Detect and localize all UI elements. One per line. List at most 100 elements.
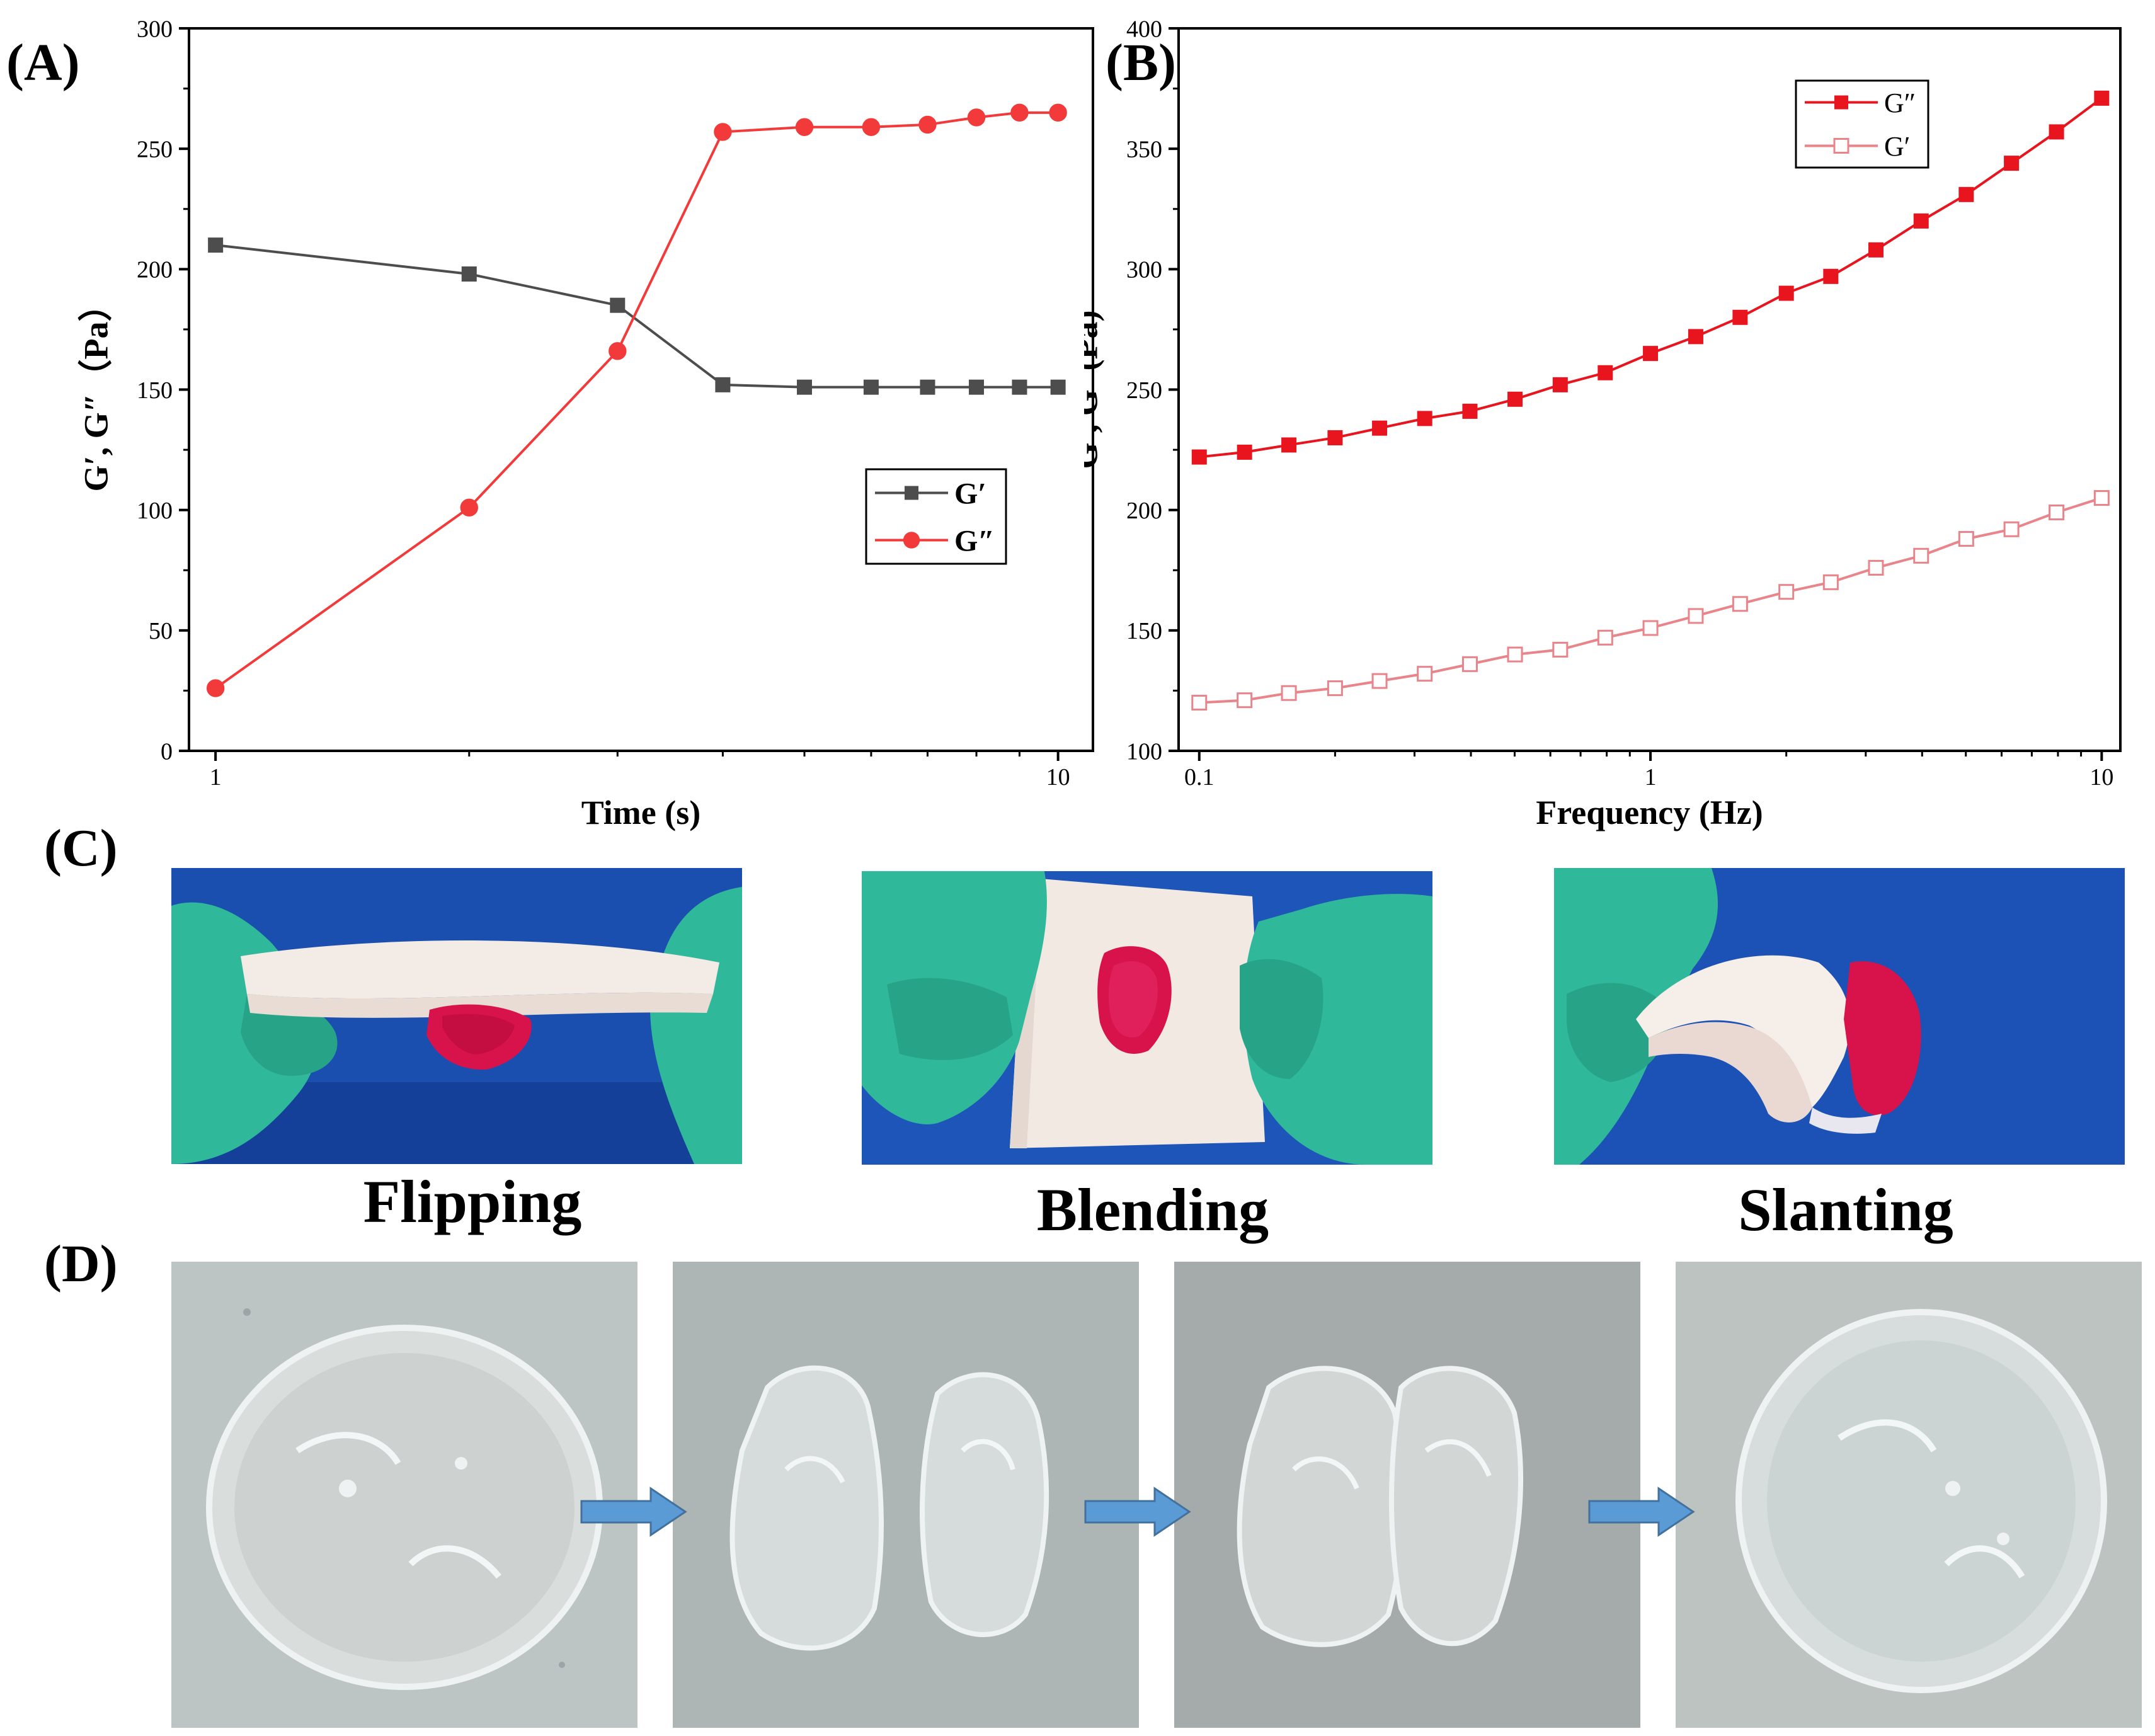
data-point — [918, 115, 937, 134]
data-point — [1281, 437, 1297, 453]
photo-flipping — [171, 868, 742, 1164]
data-point — [1191, 449, 1207, 465]
legend-marker — [905, 486, 918, 500]
data-point — [1552, 641, 1569, 658]
x-tick-label: 10 — [1046, 764, 1070, 791]
legend-marker — [1834, 95, 1848, 110]
chart-a: 0 50 100 150 200 250 300 1 10 Time (s) G′, G″（Pa） G… — [77, 16, 1094, 831]
legend-marker — [903, 532, 920, 549]
data-point — [714, 123, 732, 141]
data-point — [1643, 346, 1659, 362]
y-tick-label: 250 — [137, 136, 173, 163]
y-tick-label: 100 — [137, 498, 173, 524]
legend-box — [1795, 79, 1929, 169]
legend-marker — [1833, 138, 1849, 154]
data-point — [1913, 547, 1929, 564]
data-point — [1461, 656, 1478, 672]
data-point — [1868, 242, 1883, 258]
data-point — [920, 379, 935, 395]
data-point — [461, 266, 477, 282]
arrow-right-icon — [580, 1487, 687, 1537]
photo-blending — [862, 871, 1432, 1165]
plot-frame — [188, 27, 1094, 752]
caption-slanting: Slanting — [1738, 1176, 1953, 1243]
y-tick-label: 50 — [149, 618, 173, 644]
chart-b: 100 150 200 250 300 350 400 0.1 1 10 Frequency (Hz… — [1084, 16, 2122, 831]
data-point — [1688, 608, 1704, 624]
photo-slanting — [1554, 868, 2125, 1165]
data-point — [797, 379, 813, 395]
legend-label: G″ — [1884, 88, 1916, 118]
x-tick-label: 0.1 — [1184, 764, 1215, 791]
data-point — [1507, 646, 1523, 663]
data-point — [1778, 584, 1795, 600]
data-point — [2049, 124, 2064, 140]
data-point — [969, 379, 985, 395]
data-point — [1371, 673, 1388, 689]
caption-flipping: Flipping — [363, 1168, 582, 1235]
data-point — [2093, 490, 2110, 506]
data-point — [1732, 309, 1748, 325]
data-point — [208, 237, 224, 253]
data-point — [460, 498, 478, 517]
caption-blending: Blending — [1036, 1176, 1269, 1243]
photo-hydrogel-healed — [1676, 1262, 2142, 1728]
y-tick-label: 150 — [137, 377, 173, 404]
panel-label-c: (C) — [44, 819, 118, 877]
data-point — [1822, 574, 1839, 590]
y-axis-label: G′, G″（Pa） — [77, 288, 115, 492]
data-point — [1507, 391, 1523, 407]
data-point — [1823, 268, 1839, 284]
series-line-1 — [214, 111, 1058, 690]
data-point — [1281, 685, 1297, 701]
data-point — [715, 377, 731, 392]
y-tick-label: 200 — [1126, 498, 1162, 524]
data-point — [2003, 521, 2020, 537]
data-point — [1191, 695, 1208, 711]
data-point — [1012, 379, 1027, 395]
y-tick-label: 300 — [1126, 257, 1162, 283]
data-point — [1732, 596, 1748, 612]
data-point — [1913, 213, 1929, 229]
data-point — [1778, 285, 1794, 301]
data-point — [1327, 430, 1343, 445]
y-tick-label: 250 — [1126, 377, 1162, 404]
data-point — [862, 118, 881, 136]
photo-hydrogel-contact — [1174, 1262, 1640, 1728]
plot-frame — [1177, 27, 2122, 752]
data-point — [2094, 90, 2110, 106]
arrow-right-icon — [1588, 1487, 1695, 1537]
x-axis-label: Time (s) — [581, 794, 700, 831]
data-point — [2049, 504, 2065, 520]
y-tick-label: 400 — [1126, 16, 1162, 42]
y-tick-label: 150 — [1126, 618, 1162, 644]
legend-label: G′ — [954, 477, 986, 510]
x-axis-label: Frequency (Hz) — [1536, 794, 1763, 831]
data-point — [795, 118, 814, 136]
data-point — [1598, 365, 1613, 380]
photo-hydrogel-whole — [171, 1262, 637, 1728]
series-line-1 — [1199, 496, 2102, 704]
data-point — [1417, 411, 1432, 426]
data-point — [610, 297, 626, 313]
panel-label-d: (D) — [44, 1235, 118, 1293]
data-point — [1050, 379, 1066, 395]
x-tick-label: 10 — [2089, 764, 2113, 791]
data-point — [1327, 680, 1343, 697]
data-point — [1237, 444, 1252, 460]
data-point — [206, 679, 225, 697]
y-axis-label: G′, G″(Pa) — [1084, 311, 1104, 469]
legend-label: G′ — [1884, 131, 1910, 162]
data-point — [1688, 329, 1703, 345]
x-tick-label: 1 — [210, 764, 222, 791]
series-line-0 — [1199, 97, 2103, 459]
y-tick-label: 0 — [161, 738, 173, 765]
data-point — [1958, 531, 1974, 547]
data-point — [863, 379, 879, 395]
panel-label-b: (B) — [1106, 33, 1176, 92]
data-point — [1417, 666, 1433, 682]
legend-box — [865, 468, 1007, 565]
data-point — [1237, 692, 1253, 709]
legend-label: G″ — [954, 524, 995, 557]
arrow-right-icon — [1084, 1487, 1191, 1537]
